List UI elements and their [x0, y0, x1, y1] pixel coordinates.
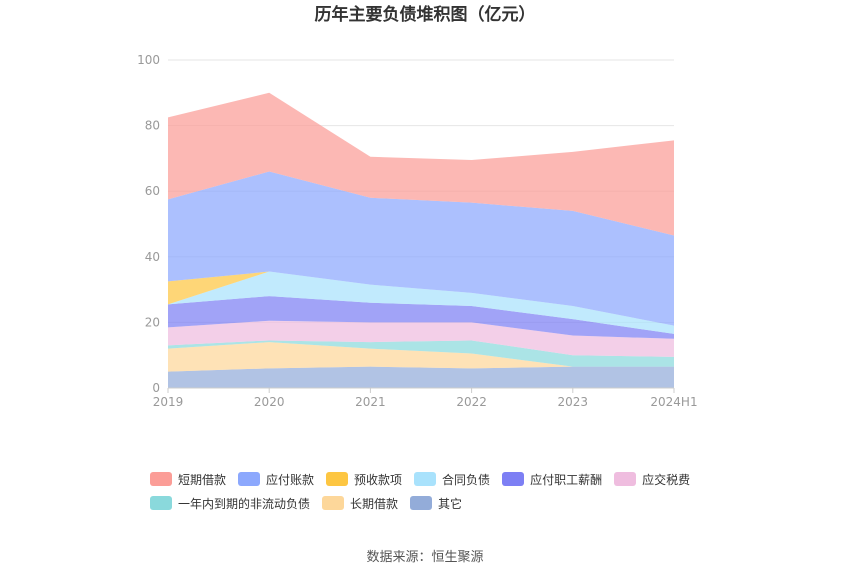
- y-tick-label: 100: [137, 53, 160, 67]
- axes: 0 20 40 60 80 100 2019 2020 2021 2022 2023 2024H1: [137, 53, 698, 409]
- y-tick-label: 80: [145, 119, 160, 133]
- x-tick-label: 2024H1: [650, 395, 697, 409]
- legend-swatch: [238, 472, 261, 486]
- legend-label: 合同负债: [442, 472, 491, 487]
- x-tick-label: 2023: [558, 395, 589, 409]
- y-tick-label: 0: [152, 381, 160, 395]
- legend-label: 应交税费: [642, 472, 691, 487]
- x-tick-label: 2019: [153, 395, 184, 409]
- area-应付职工薪酬[interactable]: [168, 296, 674, 339]
- legend-swatch: [614, 472, 637, 486]
- legend-item[interactable]: 长期借款: [322, 494, 398, 512]
- legend: 短期借款 应付账款 预收款项 合同负债 应付职工薪酬 应交税费一年内到期的非流动负债 长期借…: [150, 470, 750, 518]
- legend-item[interactable]: 应交税费: [614, 470, 690, 488]
- area-应交税费[interactable]: [168, 320, 674, 357]
- legend-label: 短期借款: [178, 472, 227, 487]
- area-应付账款[interactable]: [168, 171, 674, 326]
- legend-item[interactable]: 预收款项: [326, 470, 402, 488]
- legend-item[interactable]: 一年内到期的非流动负债: [150, 494, 310, 512]
- legend-swatch: [410, 496, 433, 510]
- legend-label: 预收款项: [354, 472, 403, 487]
- legend-label: 其它: [438, 496, 463, 511]
- area-一年内到期的非流动负债[interactable]: [168, 340, 674, 367]
- legend-swatch: [502, 472, 525, 486]
- legend-swatch: [150, 496, 172, 510]
- x-tick-label: 2022: [456, 395, 487, 409]
- data-source: 数据来源：恒生聚源: [366, 550, 484, 565]
- area-短期借款[interactable]: [168, 92, 674, 236]
- legend-label: 应付职工薪酬: [530, 472, 603, 487]
- legend-swatch: [150, 472, 172, 486]
- legend-label: 应付账款: [266, 472, 315, 487]
- y-tick-label: 40: [145, 250, 160, 264]
- y-tick-label: 20: [145, 315, 160, 329]
- chart-title: 历年主要负债堆积图（亿元）: [314, 5, 536, 25]
- legend-swatch: [326, 472, 349, 486]
- legend-item[interactable]: 应付职工薪酬: [502, 470, 602, 488]
- legend-item[interactable]: 其它: [410, 494, 462, 512]
- area-长期借款[interactable]: [168, 342, 674, 372]
- area-其它[interactable]: [168, 366, 674, 388]
- legend-item[interactable]: 应付账款: [238, 470, 314, 488]
- legend-swatch: [322, 496, 345, 510]
- y-tick-label: 60: [145, 184, 160, 198]
- legend-swatch: [414, 472, 437, 486]
- legend-label: 一年内到期的非流动负债: [178, 496, 311, 511]
- x-tick-label: 2020: [254, 395, 285, 409]
- area-合同负债[interactable]: [168, 271, 674, 334]
- legend-item[interactable]: 短期借款: [150, 470, 226, 488]
- legend-label: 长期借款: [350, 496, 399, 511]
- x-tick-label: 2021: [355, 395, 386, 409]
- area-预收款项[interactable]: [168, 271, 674, 326]
- area-series: [168, 92, 674, 388]
- legend-item[interactable]: 合同负债: [414, 470, 490, 488]
